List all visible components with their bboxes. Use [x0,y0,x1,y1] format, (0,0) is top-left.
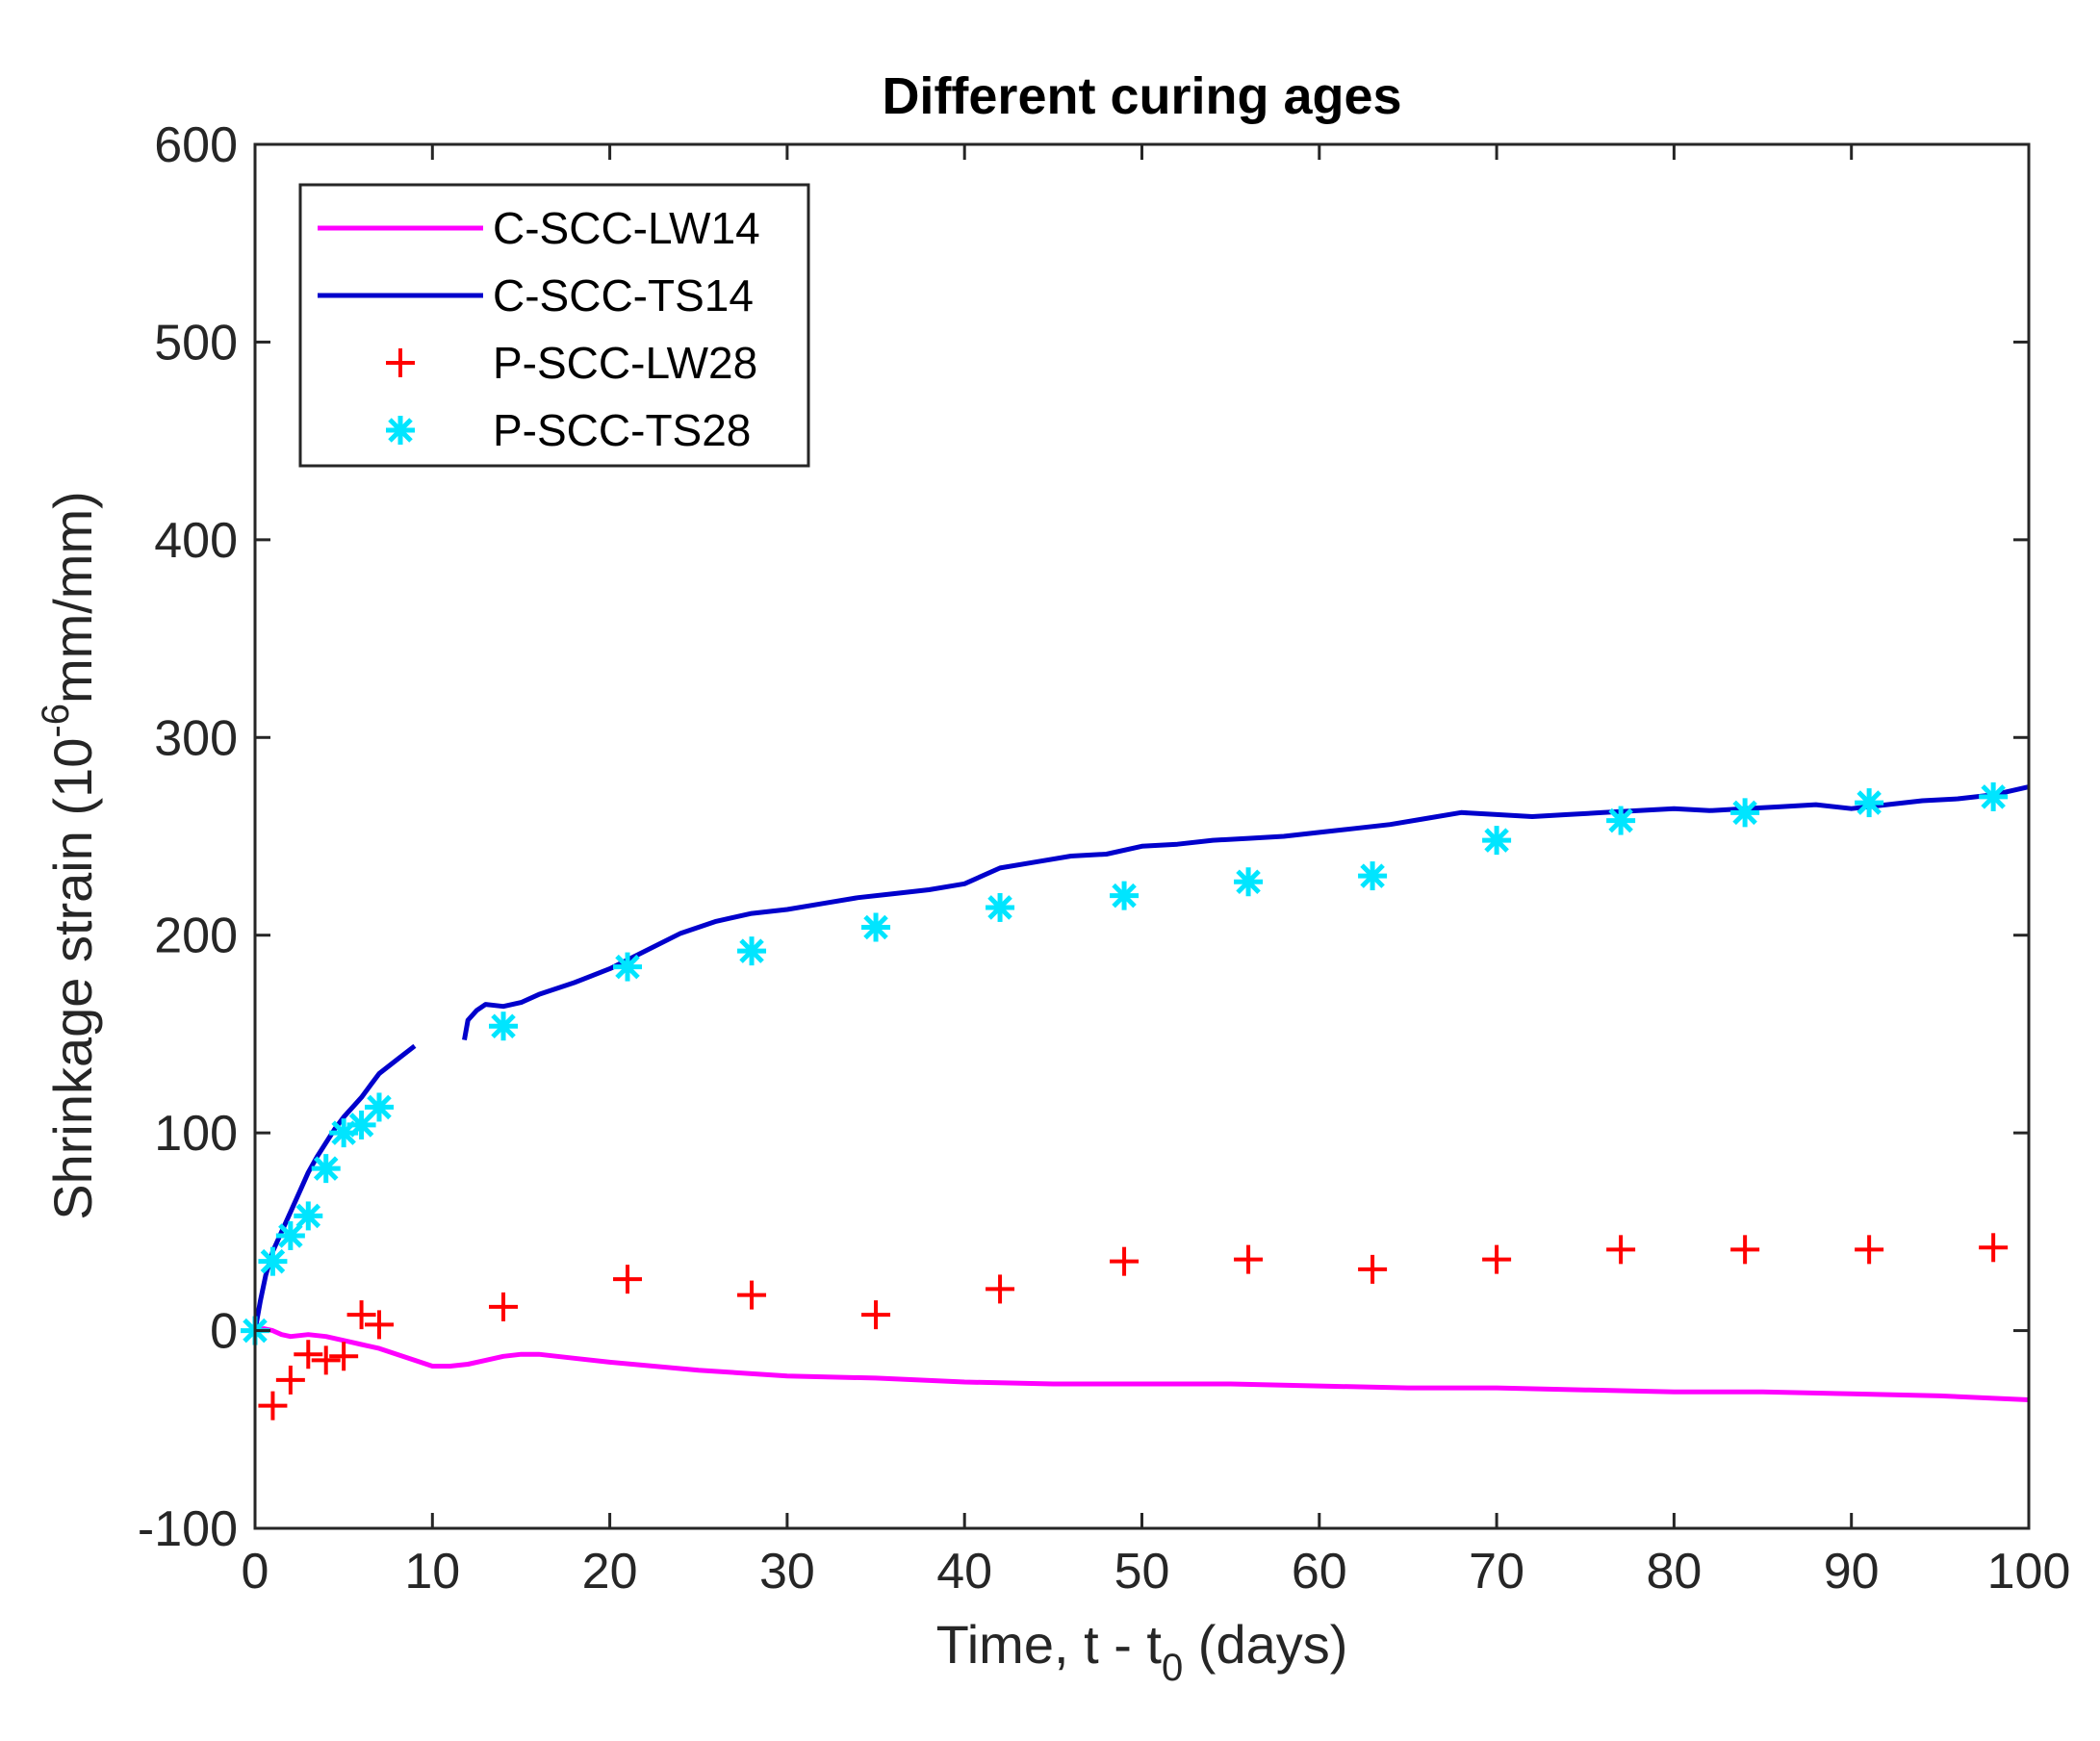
x-tick-label: 70 [1469,1544,1524,1600]
point-p-scc-lw28 [1234,1244,1264,1274]
legend-label: P-SCC-TS28 [493,405,751,455]
point-p-scc-lw28 [311,1345,341,1375]
legend-marker [386,416,415,445]
point-p-scc-ts28 [346,1110,376,1139]
y-tick-label: 500 [154,315,238,371]
legend: C-SCC-LW14 C-SCC-TS14 P-SCC-LW28 P-SCC-TS28 [298,183,810,468]
point-p-scc-lw28 [294,1340,323,1370]
y-axis-label-main: Shrinkage strain (10 [42,738,103,1220]
line-c-scc-lw14 [254,1326,2030,1402]
point-p-scc-ts28 [1730,798,1760,828]
y-tick-label: 200 [154,909,238,964]
series-layer [241,781,2030,1421]
point-p-scc-lw28 [365,1310,395,1340]
point-p-scc-ts28 [737,936,767,966]
x-tick-label: 0 [242,1544,269,1600]
x-axis-label: Time, t - t0 (days) [936,1614,1348,1689]
point-p-scc-ts28 [365,1092,395,1122]
point-p-scc-ts28 [1358,861,1388,891]
point-p-scc-ts28 [311,1154,341,1184]
y-tick-label: 300 [154,710,238,766]
point-p-scc-ts28 [1855,788,1884,818]
point-p-scc-lw28 [258,1391,288,1421]
y-axis-label-superscript: -6 [35,704,77,738]
point-p-scc-ts28 [986,892,1015,922]
point-p-scc-ts28 [1482,826,1512,856]
point-p-scc-ts28 [613,952,643,982]
point-p-scc-ts28 [1110,881,1140,910]
point-p-scc-lw28 [1855,1235,1884,1265]
x-tick-label: 90 [1824,1544,1880,1600]
point-p-scc-ts28 [294,1201,323,1231]
legend-marker [386,348,415,377]
x-tick-label: 20 [582,1544,638,1600]
x-tick-label: 40 [936,1544,992,1600]
series-c-scc-lw14 [254,1326,2030,1402]
x-axis-label-subscript: 0 [1162,1647,1183,1689]
point-p-scc-lw28 [275,1365,305,1395]
y-tick-label: 0 [210,1304,238,1360]
point-p-scc-ts28 [275,1220,305,1250]
point-p-scc-lw28 [986,1274,1015,1304]
x-tick-label: 50 [1114,1544,1170,1600]
point-p-scc-lw28 [1979,1233,2009,1263]
x-axis-label-units: (days) [1183,1614,1347,1675]
y-axis-label: Shrinkage strain (10-6mm/mm) [35,491,103,1220]
y-tick-label: 400 [154,513,238,569]
legend-item: C-SCC-TS14 [318,270,754,320]
point-p-scc-lw28 [861,1300,891,1330]
x-tick-label: 80 [1646,1544,1702,1600]
chart-title: Different curing ages [882,67,1401,125]
point-p-scc-ts28 [1979,781,2009,811]
y-tick-label: -100 [138,1501,238,1557]
y-tick-label: 100 [154,1106,238,1162]
legend-item: P-SCC-LW28 [386,338,757,388]
point-p-scc-lw28 [1482,1244,1512,1274]
x-axis-label-main: Time, t - t [936,1614,1163,1675]
point-p-scc-ts28 [258,1246,288,1276]
series-p-scc-ts28 [241,781,2009,1345]
x-tick-label: 100 [1987,1544,2071,1600]
y-axis-label-units: mm/mm) [42,491,103,704]
legend-label: P-SCC-LW28 [493,338,757,388]
legend-box [298,183,810,468]
point-p-scc-ts28 [1234,867,1264,897]
x-tick-label: 10 [404,1544,460,1600]
point-p-scc-lw28 [613,1265,643,1294]
point-p-scc-lw28 [1730,1235,1760,1265]
y-tick-label: 600 [154,117,238,173]
point-p-scc-lw28 [346,1300,376,1330]
point-p-scc-lw28 [1358,1254,1388,1284]
x-tick-label: 60 [1292,1544,1347,1600]
point-p-scc-ts28 [861,912,891,942]
point-p-scc-lw28 [329,1342,359,1371]
ticks-layer: 0 10 20 30 40 50 60 70 80 90 100-10001002003004005… [138,117,2070,1600]
point-p-scc-lw28 [737,1280,767,1310]
point-p-scc-ts28 [489,1011,519,1041]
x-tick-label: 30 [759,1544,815,1600]
legend-item: P-SCC-TS28 [386,405,751,455]
series-p-scc-lw28 [258,1233,2009,1421]
point-p-scc-lw28 [1110,1246,1140,1276]
legend-item: C-SCC-LW14 [318,203,760,253]
point-p-scc-ts28 [1606,806,1636,835]
point-p-scc-lw28 [1606,1235,1636,1265]
legend-label: C-SCC-TS14 [493,270,754,320]
legend-label: C-SCC-LW14 [493,203,760,253]
point-p-scc-lw28 [489,1292,519,1321]
